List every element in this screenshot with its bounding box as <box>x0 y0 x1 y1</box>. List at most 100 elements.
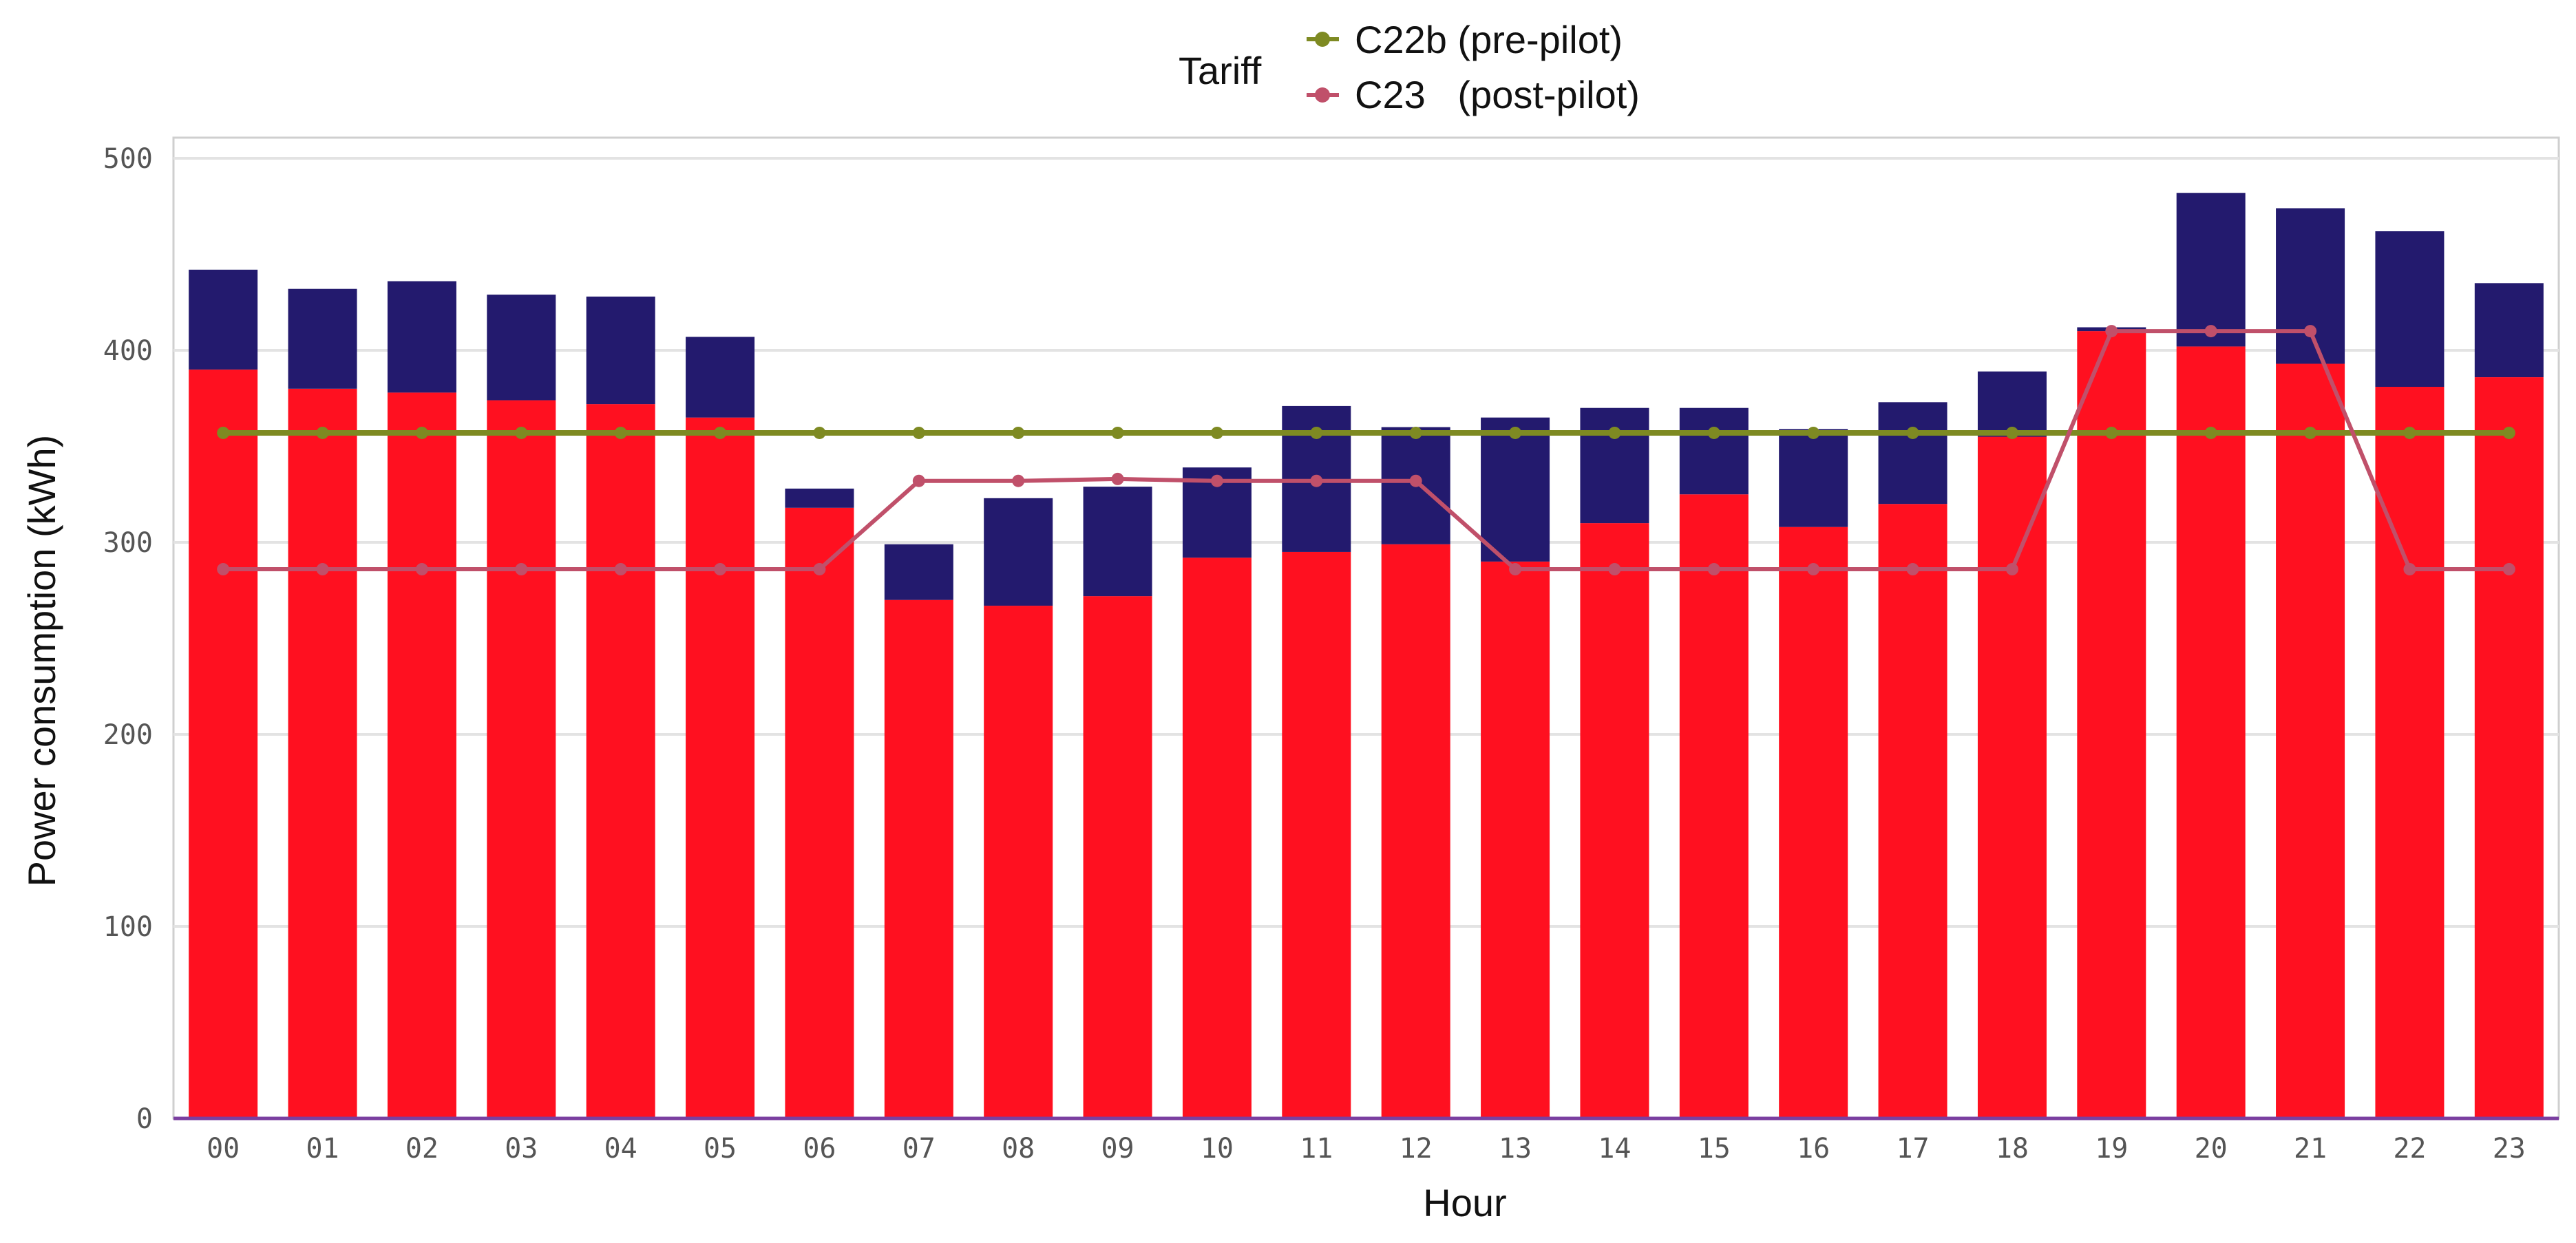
x-tick-label-12: 12 <box>1400 1133 1433 1165</box>
x-tick-label-00: 00 <box>207 1133 240 1165</box>
point-c23-13 <box>1509 563 1522 576</box>
x-tick-label-05: 05 <box>704 1133 737 1165</box>
point-c22b-14 <box>1608 426 1621 439</box>
bar-base-16 <box>1779 527 1848 1118</box>
point-c22b-11 <box>1310 426 1323 439</box>
gridlines <box>173 157 2559 928</box>
point-c23-01 <box>316 563 329 576</box>
x-tick-label-01: 01 <box>306 1133 339 1165</box>
point-c23-21 <box>2304 325 2317 338</box>
point-c23-18 <box>2005 563 2018 576</box>
point-c22b-07 <box>912 426 925 439</box>
bar-additional-17 <box>1878 402 1947 504</box>
point-c23-15 <box>1707 563 1720 576</box>
bar-base-11 <box>1282 551 1351 1118</box>
x-tick-label-06: 06 <box>803 1133 836 1165</box>
y-tick-label-200: 200 <box>103 719 153 751</box>
x-tick-label-14: 14 <box>1598 1133 1631 1165</box>
bar-base-02 <box>387 392 456 1118</box>
bar-additional-02 <box>387 281 456 393</box>
bar-base-21 <box>2276 363 2345 1118</box>
bar-base-09 <box>1083 596 1152 1118</box>
point-c22b-15 <box>1707 426 1720 439</box>
point-c23-14 <box>1608 563 1621 576</box>
x-tick-label-18: 18 <box>1996 1133 2029 1165</box>
point-c23-02 <box>415 563 428 576</box>
point-c22b-16 <box>1807 426 1820 439</box>
bar-additional-05 <box>686 337 755 418</box>
point-c23-12 <box>1409 474 1422 487</box>
bar-additional-00 <box>189 269 258 370</box>
bar-base-22 <box>2375 387 2445 1118</box>
bar-base-06 <box>785 507 854 1118</box>
point-c22b-05 <box>714 426 727 439</box>
point-c23-11 <box>1310 474 1323 487</box>
bar-base-08 <box>984 606 1053 1118</box>
bar-base-15 <box>1679 494 1749 1118</box>
legend-c23-swatch-marker <box>1315 87 1330 103</box>
point-c23-10 <box>1210 474 1223 487</box>
point-c23-17 <box>1906 563 1919 576</box>
point-c22b-04 <box>614 426 627 439</box>
bar-additional-20 <box>2176 193 2246 347</box>
bar-additional-01 <box>288 288 357 389</box>
point-c22b-08 <box>1012 426 1025 439</box>
bar-additional-06 <box>785 488 854 508</box>
x-tick-label-07: 07 <box>902 1133 936 1165</box>
x-axis-ticks: 00 01 02 03 04 05 06 07 08 09 10 11 12 13 14 15 16 17 18 19… <box>207 1133 2526 1165</box>
bar-additional-03 <box>487 295 556 401</box>
bar-base-00 <box>189 369 258 1118</box>
point-c22b-21 <box>2304 426 2317 439</box>
point-c23-09 <box>1111 472 1124 485</box>
x-tick-label-09: 09 <box>1101 1133 1134 1165</box>
point-c22b-00 <box>217 426 230 439</box>
point-c22b-20 <box>2204 426 2217 439</box>
bar-additional-23 <box>2474 283 2544 378</box>
x-axis-title: Hour <box>1423 1181 1506 1224</box>
point-c23-00 <box>217 563 230 576</box>
bar-base-10 <box>1182 557 1252 1118</box>
x-tick-label-23: 23 <box>2493 1133 2526 1165</box>
bars <box>189 193 2544 1119</box>
point-c23-23 <box>2502 563 2515 576</box>
x-tick-label-08: 08 <box>1002 1133 1035 1165</box>
point-c22b-01 <box>316 426 329 439</box>
bar-additional-13 <box>1481 417 1550 562</box>
line-c23 <box>223 329 2509 572</box>
x-tick-label-16: 16 <box>1797 1133 1830 1165</box>
bar-additional-07 <box>884 544 953 600</box>
point-c23-05 <box>714 563 727 576</box>
bar-base-04 <box>586 404 655 1118</box>
point-c22b-19 <box>2105 426 2118 439</box>
bar-base-14 <box>1580 523 1649 1118</box>
bar-additional-22 <box>2375 231 2445 387</box>
bar-base-23 <box>2474 377 2544 1118</box>
legend-entry-c22b: C22b (pre-pilot) <box>1355 18 1623 61</box>
bar-base-17 <box>1878 504 1947 1118</box>
bar-additional-04 <box>586 296 655 405</box>
legend-title: Tariff <box>1179 49 1262 92</box>
bar-base-07 <box>884 599 953 1118</box>
point-c22b-02 <box>415 426 428 439</box>
bar-additional-08 <box>984 498 1053 606</box>
x-tick-label-03: 03 <box>505 1133 538 1165</box>
point-c22b-10 <box>1210 426 1223 439</box>
point-c22b-18 <box>2005 426 2018 439</box>
bar-additional-15 <box>1679 407 1749 495</box>
bar-base-19 <box>2077 331 2146 1119</box>
x-tick-label-02: 02 <box>405 1133 439 1165</box>
tariff-lines <box>217 325 2515 576</box>
bar-additional-16 <box>1779 429 1848 527</box>
point-c22b-23 <box>2502 426 2515 439</box>
point-c23-19 <box>2105 325 2118 338</box>
point-c23-04 <box>614 563 627 576</box>
point-c22b-13 <box>1509 426 1522 439</box>
bar-base-12 <box>1381 544 1450 1118</box>
point-c22b-09 <box>1111 426 1124 439</box>
y-tick-label-100: 100 <box>103 911 153 943</box>
bar-additional-09 <box>1083 487 1152 597</box>
point-c23-16 <box>1807 563 1820 576</box>
bar-base-20 <box>2176 346 2246 1118</box>
